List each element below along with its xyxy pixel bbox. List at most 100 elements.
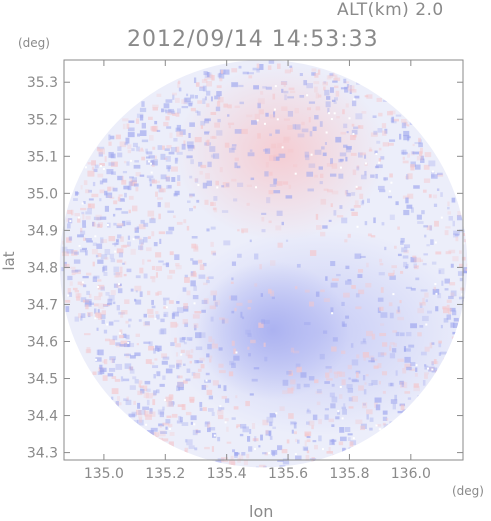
speckle-cell bbox=[188, 132, 191, 138]
speckle-cell bbox=[176, 385, 180, 392]
speckle-cell bbox=[210, 201, 214, 206]
speckle-cell bbox=[273, 156, 280, 161]
speckle-cell bbox=[200, 86, 204, 89]
speckle-cell bbox=[163, 121, 169, 127]
speckle-cell bbox=[331, 346, 337, 352]
speckle-cell bbox=[137, 237, 142, 240]
speckle-cell bbox=[202, 98, 206, 104]
speckle-cell bbox=[139, 114, 144, 121]
speckle-cell bbox=[357, 125, 361, 128]
speckle-cell bbox=[82, 225, 87, 228]
speckle-cell bbox=[201, 79, 208, 84]
speckle-cell bbox=[423, 225, 429, 228]
speckle-cell bbox=[465, 268, 468, 271]
speckle-cell bbox=[375, 164, 383, 169]
speckle-cell bbox=[246, 114, 253, 118]
speckle-cell bbox=[166, 165, 172, 170]
speckle-cell bbox=[87, 208, 92, 212]
speckle-cell bbox=[464, 238, 468, 243]
speckle-cell bbox=[70, 209, 74, 216]
speckle-cell bbox=[376, 97, 382, 102]
speckle-cell bbox=[306, 171, 314, 177]
speckle-cell bbox=[86, 347, 91, 353]
speckle-cell bbox=[116, 224, 122, 229]
speckle-cell bbox=[290, 347, 295, 353]
speckle-cell bbox=[192, 314, 200, 319]
speckle-cell bbox=[276, 181, 283, 186]
speckle-cell bbox=[146, 151, 153, 155]
speckle-cell bbox=[98, 349, 104, 356]
speckle-cell bbox=[304, 322, 311, 326]
speckle-cell bbox=[343, 292, 350, 298]
speckle-cell bbox=[338, 441, 344, 446]
speckle-cell bbox=[125, 334, 130, 340]
speckle-cell bbox=[82, 213, 85, 220]
speckle-cell bbox=[143, 236, 148, 243]
speckle-cell bbox=[128, 366, 134, 371]
speckle-cell bbox=[87, 203, 95, 209]
speckle-cell bbox=[68, 292, 73, 297]
speckle-cell bbox=[256, 69, 260, 73]
speckle-cell bbox=[125, 353, 130, 358]
speckle-cell bbox=[422, 263, 427, 266]
speckle-cell bbox=[306, 83, 313, 89]
speckle-cell bbox=[92, 221, 95, 227]
speckle-cell bbox=[268, 430, 271, 437]
speckle-cell bbox=[410, 151, 415, 156]
speckle-cell bbox=[67, 223, 71, 229]
speckle-cell bbox=[102, 375, 108, 381]
speckle-cell bbox=[237, 165, 241, 169]
speckle-cell bbox=[112, 358, 115, 363]
speckle-cell bbox=[340, 350, 346, 355]
speckle-cell bbox=[160, 431, 168, 434]
speckle-cell bbox=[151, 217, 155, 220]
speckle-cell bbox=[121, 175, 124, 182]
speckle-cell bbox=[248, 75, 253, 79]
gap-cell bbox=[434, 241, 437, 244]
speckle-cell bbox=[408, 344, 415, 348]
speckle-cell bbox=[268, 190, 274, 195]
speckle-cell bbox=[364, 170, 367, 176]
speckle-cell bbox=[273, 178, 278, 185]
speckle-cell bbox=[104, 190, 108, 196]
speckle-cell bbox=[192, 295, 199, 300]
speckle-cell bbox=[74, 251, 79, 255]
gap-cell bbox=[213, 434, 216, 437]
speckle-cell bbox=[146, 430, 154, 436]
speckle-cell bbox=[184, 277, 190, 283]
speckle-cell bbox=[189, 396, 195, 402]
speckle-cell bbox=[364, 382, 367, 385]
speckle-cell bbox=[370, 132, 378, 137]
speckle-cell bbox=[124, 353, 131, 357]
speckle-cell bbox=[124, 142, 128, 146]
speckle-cell bbox=[349, 85, 352, 89]
speckle-cell bbox=[238, 84, 244, 88]
gap-cell bbox=[392, 293, 395, 296]
speckle-cell bbox=[407, 397, 412, 400]
speckle-cell bbox=[227, 122, 235, 126]
speckle-cell bbox=[373, 130, 378, 135]
speckle-cell bbox=[413, 385, 420, 392]
speckle-cell bbox=[113, 200, 118, 205]
speckle-cell bbox=[134, 298, 137, 302]
speckle-cell bbox=[277, 143, 283, 148]
gap-cell bbox=[462, 242, 465, 245]
speckle-cell bbox=[236, 302, 243, 306]
speckle-cell bbox=[379, 263, 384, 266]
speckle-cell bbox=[138, 380, 143, 384]
speckle-cell bbox=[262, 452, 267, 455]
speckle-cell bbox=[211, 343, 219, 349]
speckle-cell bbox=[358, 289, 365, 295]
speckle-cell bbox=[258, 322, 264, 328]
speckle-cell bbox=[143, 222, 149, 227]
speckle-cell bbox=[344, 190, 348, 196]
speckle-cell bbox=[424, 234, 427, 238]
gap-cell bbox=[328, 112, 331, 115]
speckle-cell bbox=[303, 383, 310, 388]
speckle-cell bbox=[103, 303, 110, 307]
speckle-cell bbox=[133, 164, 141, 169]
speckle-cell bbox=[81, 211, 85, 215]
speckle-cell bbox=[331, 278, 339, 282]
speckle-cell bbox=[111, 388, 119, 395]
speckle-cell bbox=[190, 271, 195, 276]
